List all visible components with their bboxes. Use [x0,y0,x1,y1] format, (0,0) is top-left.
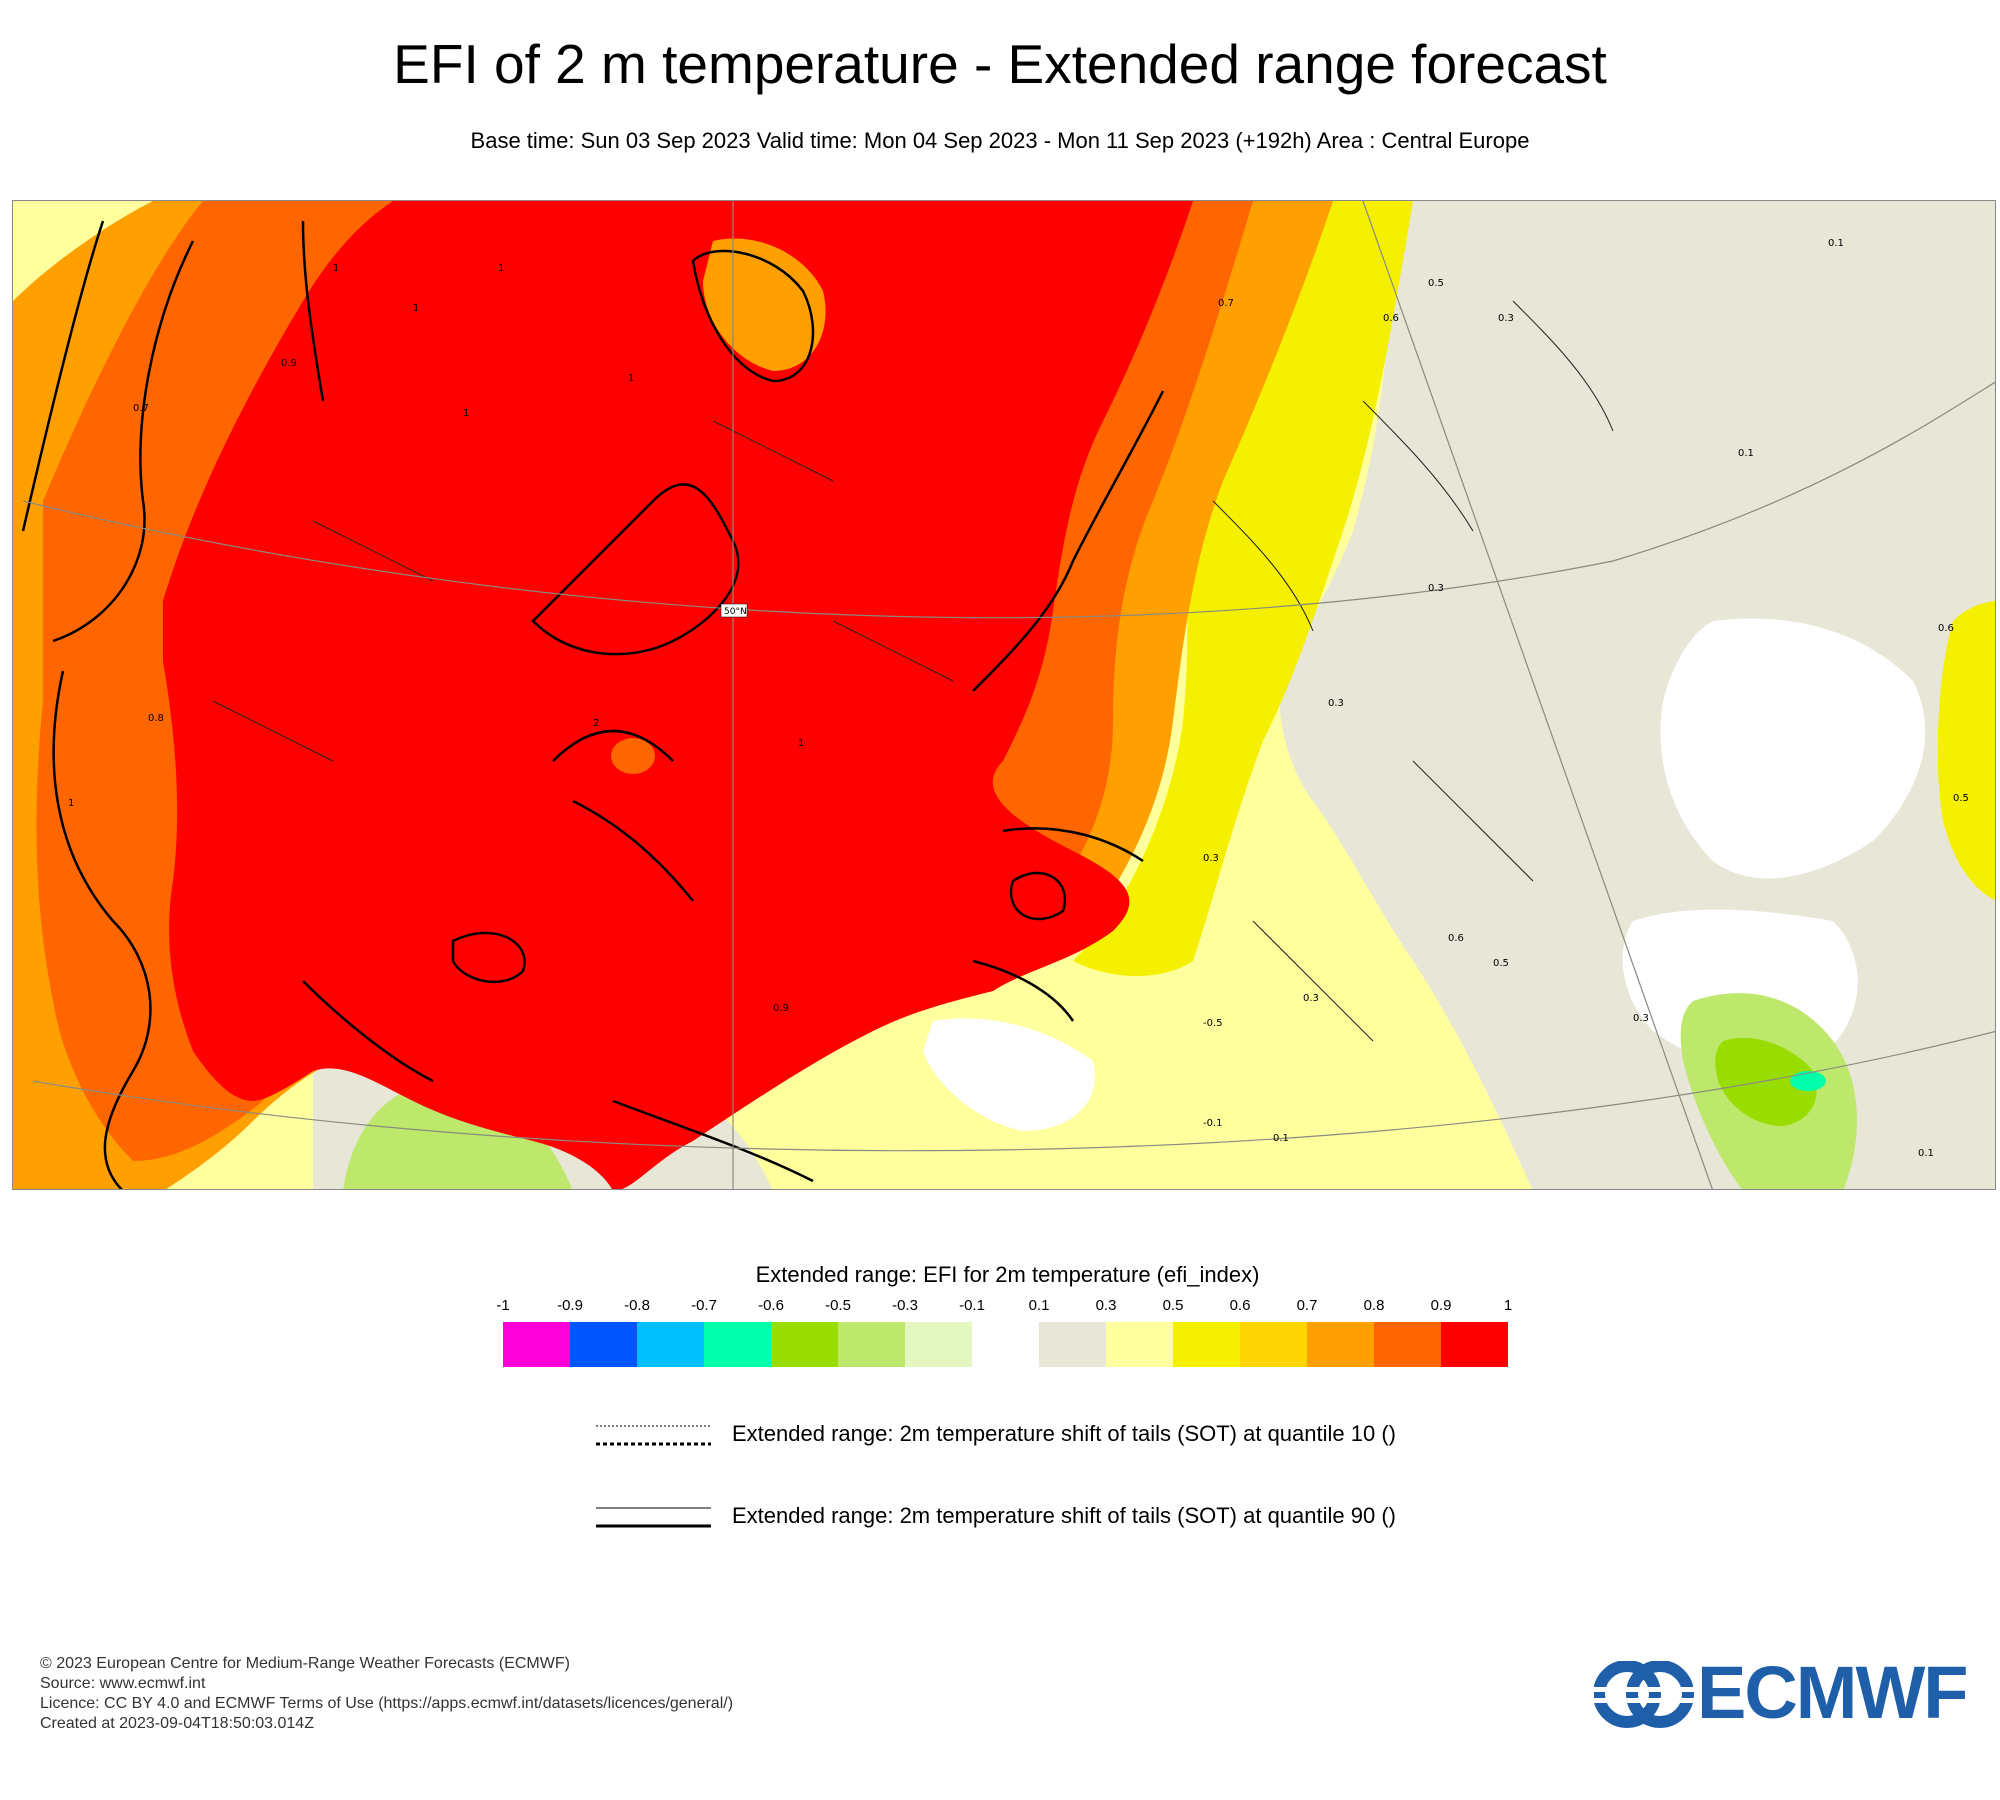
map-region-orange-north-sea [703,238,826,371]
legend-tick-label: -0.7 [691,1297,717,1314]
map-region-white-east [1660,618,1926,879]
legend-swatch [771,1322,838,1367]
sot-q90-line-sample [596,1507,711,1528]
graticule-label-text: 50°N [724,607,747,617]
map-region-white-med [923,1018,1095,1131]
legend-tick-label: 0.7 [1296,1297,1318,1314]
contour-label: 1 [463,408,469,419]
contour-label: 2 [593,718,599,729]
legend-tick-label: -0.9 [557,1297,583,1314]
contour-label: 0.6 [1938,623,1954,634]
legend-swatch [972,1322,1039,1367]
legend-tick-label: 0.6 [1229,1297,1251,1314]
contour-label: 0.3 [1633,1013,1649,1024]
legend-tick-label: 0.1 [1028,1297,1050,1314]
credits: © 2023 European Centre for Medium-Range … [40,1654,733,1734]
legend-swatch [838,1322,905,1367]
legend-title: Extended range: EFI for 2m temperature (… [755,1262,1260,1287]
contour-label: 0.3 [1303,993,1319,1004]
contour-label: 0.9 [773,1003,789,1014]
contour-label: 0.3 [1203,853,1219,864]
map-canvas: 1 1 1 1 0.9 0.7 1 0.8 1 1 2 0.9 0.7 0.6 … [13,201,1995,1189]
map-region-green-iberia [343,1081,573,1189]
legend-tick-label: -0.8 [624,1297,650,1314]
contour-label: 0.3 [1328,698,1344,709]
legend-tick-label: 0.5 [1162,1297,1184,1314]
contour-label: 0.5 [1953,793,1969,804]
legend-swatch [1173,1322,1240,1367]
contour-label: 1 [68,798,74,809]
graticule-label: 50°N [720,603,748,618]
legend-tick-label: -1 [496,1297,510,1314]
credits-source: Source: www.ecmwf.int [40,1675,206,1692]
contour-label: 0.1 [1828,238,1844,249]
sot-q10-line-sample [596,1425,711,1446]
legend-tick-label: 0.3 [1095,1297,1117,1314]
legend-swatch [1307,1322,1374,1367]
ecmwf-logo-icon [1594,1661,1694,1728]
map-region-green-dark [1715,1037,1817,1126]
contour-label-group: 1 1 1 1 0.9 0.7 1 0.8 1 1 2 0.9 0.7 0.6 … [68,238,1969,1159]
legend-swatch [704,1322,771,1367]
contour-label: 1 [498,263,504,274]
contour-label: 0.5 [1493,958,1509,969]
legend-swatch [1240,1322,1307,1367]
contour-label: 1 [628,373,634,384]
map-region-yellow-east-edge [1937,601,1995,901]
map-region-orange-patch [611,738,655,774]
legend-swatch [503,1322,570,1367]
contour-label: 0.1 [1918,1148,1934,1159]
contour-label: 1 [413,303,419,314]
map-region-red-core [163,201,1193,1189]
sot-q90-label: Extended range: 2m temperature shift of … [732,1503,1396,1528]
legend-swatch [570,1322,637,1367]
credits-copyright: © 2023 European Centre for Medium-Range … [40,1655,570,1672]
legend-swatch [1106,1322,1173,1367]
map-region-teal [1790,1071,1826,1091]
credits-created: Created at 2023-09-04T18:50:03.014Z [40,1715,314,1732]
ecmwf-logo: ECMWF [1594,1651,1974,1736]
legend-swatch [1374,1322,1441,1367]
contour-label: -0.5 [1203,1018,1223,1029]
contour-label: 0.6 [1383,313,1399,324]
legend-swatch [1039,1322,1106,1367]
legend-swatch [637,1322,704,1367]
page-title: EFI of 2 m temperature - Extended range … [393,33,1607,95]
contour-label: 0.8 [148,713,164,724]
contour-label: 0.1 [1273,1133,1289,1144]
legend-swatch [1441,1322,1508,1367]
contour-label: -0.1 [1203,1118,1223,1129]
legend-swatch [905,1322,972,1367]
contour-label: 0.9 [281,358,297,369]
contour-label: 0.6 [1448,933,1464,944]
legend-tick-label: -0.5 [825,1297,851,1314]
credits-licence: Licence: CC BY 4.0 and ECMWF Terms of Us… [40,1695,734,1712]
legend-tick-label: -0.6 [758,1297,784,1314]
ecmwf-logo-text: ECMWF [1697,1651,1968,1734]
sot-q10-label: Extended range: 2m temperature shift of … [732,1421,1396,1446]
contour-label: 0.7 [133,403,149,414]
sot-contours-thin [212,300,1614,1042]
contour-label: 0.1 [1738,448,1754,459]
contour-label: 0.5 [1428,278,1444,289]
legend-tick-label: -0.3 [892,1297,918,1314]
graticule [22,201,1995,1189]
legend-tick-label: 0.9 [1430,1297,1452,1314]
contour-label: 1 [798,738,804,749]
legend-tick-label: -0.1 [959,1297,985,1314]
page-subtitle: Base time: Sun 03 Sep 2023 Valid time: M… [470,128,1530,153]
efi-map[interactable]: 1 1 1 1 0.9 0.7 1 0.8 1 1 2 0.9 0.7 0.6 … [12,200,1996,1190]
contour-label: 0.3 [1498,313,1514,324]
map-region-yellow-belt [1073,201,1413,976]
contour-label: 0.3 [1428,583,1444,594]
contour-label: 0.7 [1218,298,1234,309]
contour-label: 1 [333,263,339,274]
legend-tick-label: 1 [1503,1297,1513,1314]
legend-tick-label: 0.8 [1363,1297,1385,1314]
